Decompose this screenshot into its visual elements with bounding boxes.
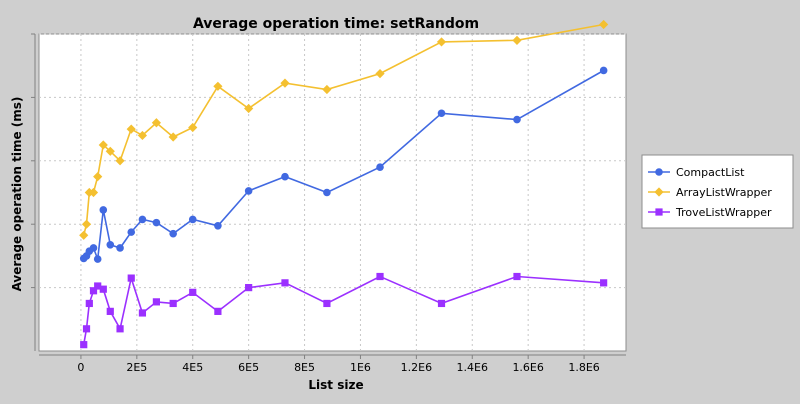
data-point-arraylistwrapper	[88, 187, 99, 198]
data-point-compactlist	[93, 255, 102, 263]
data-point-compactlist	[323, 188, 331, 197]
data-point-trovelistwrapper	[116, 325, 124, 333]
series-compactlist	[79, 66, 608, 263]
data-point-compactlist	[214, 221, 222, 230]
series-layer	[79, 19, 609, 349]
x-axis-label: List size	[308, 378, 363, 392]
data-point-arraylistwrapper	[137, 130, 148, 141]
data-point-arraylistwrapper	[93, 172, 103, 182]
data-point-arraylistwrapper	[213, 81, 223, 91]
data-point-trovelistwrapper	[127, 274, 135, 282]
x-tick-label: 0	[77, 361, 84, 374]
data-point-trovelistwrapper	[138, 309, 147, 317]
data-point-trovelistwrapper	[99, 285, 107, 293]
data-point-compactlist	[244, 187, 253, 195]
x-tick-label: 8E5	[294, 361, 315, 374]
data-point-arraylistwrapper	[280, 78, 290, 88]
legend: CompactList ArrayListWrapper TroveListWrap…	[641, 154, 794, 229]
x-tick-label: 4E5	[182, 361, 203, 374]
data-point-arraylistwrapper	[151, 118, 161, 128]
data-point-arraylistwrapper	[188, 122, 198, 133]
data-point-arraylistwrapper	[375, 69, 385, 79]
plot-area	[38, 33, 627, 352]
data-point-compactlist	[152, 218, 161, 227]
data-point-arraylistwrapper	[168, 132, 178, 142]
data-point-arraylistwrapper	[512, 35, 522, 45]
data-point-trovelistwrapper	[437, 299, 446, 308]
data-point-compactlist	[89, 244, 98, 252]
data-point-compactlist	[99, 206, 108, 214]
data-point-arraylistwrapper	[105, 146, 115, 156]
data-point-trovelistwrapper	[82, 325, 91, 333]
data-point-compactlist	[513, 115, 521, 124]
data-point-compactlist	[169, 229, 177, 238]
data-point-arraylistwrapper	[115, 156, 125, 166]
data-point-compactlist	[116, 244, 124, 252]
data-point-arraylistwrapper	[79, 230, 89, 240]
x-tick-label: 1.2E6	[401, 361, 432, 374]
data-point-arraylistwrapper	[322, 84, 332, 95]
data-point-trovelistwrapper	[214, 307, 222, 315]
legend-item-compactlist: CompactList	[648, 166, 745, 179]
data-point-trovelistwrapper	[106, 307, 114, 315]
x-tick-label: 6E5	[238, 361, 259, 374]
x-tick-label: 1E6	[350, 361, 371, 374]
data-point-arraylistwrapper	[436, 37, 447, 47]
y-axis-label: Average operation time (ms)	[10, 97, 24, 292]
data-point-compactlist	[437, 109, 446, 118]
data-point-trovelistwrapper	[189, 288, 197, 296]
legend-marker-trovelistwrapper	[655, 208, 663, 216]
data-point-arraylistwrapper	[81, 219, 92, 229]
data-point-arraylistwrapper	[599, 19, 609, 30]
data-point-trovelistwrapper	[85, 299, 93, 308]
axes: 0 2E5 4E5 6E5 8E5 1E6 1.2E6 1.4E6 1.6E6 1.8E6	[31, 33, 626, 374]
data-point-trovelistwrapper	[89, 287, 98, 295]
series-trovelistwrapper	[80, 272, 608, 349]
data-point-compactlist	[599, 66, 608, 75]
data-point-trovelistwrapper	[376, 272, 384, 281]
x-tick-label: 2E5	[126, 361, 147, 374]
x-tick-label: 1.6E6	[512, 361, 543, 374]
legend-marker-arraylistwrapper	[654, 187, 664, 197]
legend-item-arraylistwrapper: ArrayListWrapper	[648, 186, 772, 199]
data-point-arraylistwrapper	[126, 124, 136, 134]
data-point-compactlist	[188, 215, 197, 224]
data-point-trovelistwrapper	[323, 299, 331, 308]
data-point-compactlist	[127, 228, 136, 236]
data-point-trovelistwrapper	[281, 279, 289, 287]
data-point-trovelistwrapper	[94, 282, 102, 290]
x-tick-label: 1.8E6	[568, 361, 599, 374]
data-point-trovelistwrapper	[152, 298, 160, 306]
chart-title: Average operation time: setRandom	[193, 16, 479, 32]
data-point-compactlist	[281, 172, 289, 181]
data-point-compactlist	[106, 241, 115, 249]
series-arraylistwrapper	[79, 19, 609, 240]
data-point-trovelistwrapper	[600, 279, 608, 287]
legend-label-trovelistwrapper: TroveListWrapper	[675, 206, 772, 219]
legend-label-compactlist: CompactList	[676, 166, 745, 179]
legend-label-arraylistwrapper: ArrayListWrapper	[676, 186, 772, 199]
x-tick-label: 1.4E6	[457, 361, 488, 374]
data-point-compactlist	[376, 163, 384, 171]
legend-item-trovelistwrapper: TroveListWrapper	[648, 206, 772, 219]
data-point-arraylistwrapper	[244, 103, 254, 114]
data-point-trovelistwrapper	[513, 272, 521, 281]
data-point-arraylistwrapper	[98, 140, 108, 150]
data-point-trovelistwrapper	[80, 341, 88, 349]
data-point-trovelistwrapper	[245, 284, 253, 292]
data-point-compactlist	[138, 215, 147, 224]
data-point-trovelistwrapper	[169, 299, 177, 308]
legend-marker-compactlist	[655, 168, 663, 176]
